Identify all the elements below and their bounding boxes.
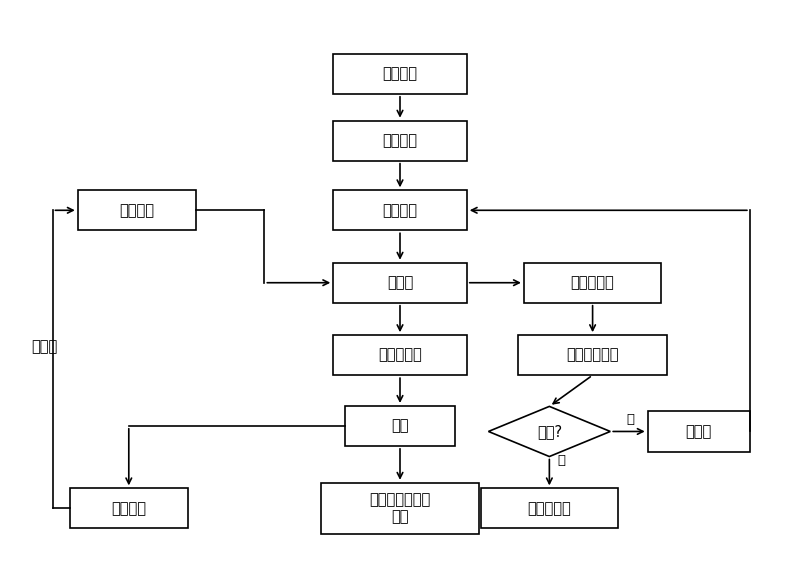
Bar: [333, 120, 467, 160]
Bar: [333, 263, 467, 303]
Text: 是: 是: [557, 455, 565, 468]
Bar: [648, 412, 750, 452]
Text: 回填再利用: 回填再利用: [527, 501, 571, 516]
Bar: [524, 263, 662, 303]
Text: 干净?: 干净?: [537, 424, 562, 439]
Text: 有机溶剂: 有机溶剂: [119, 203, 154, 218]
Polygon shape: [489, 407, 610, 457]
Text: 判断修复程度: 判断修复程度: [566, 348, 619, 363]
Text: 再处理: 再处理: [686, 424, 712, 439]
Text: 反应釜: 反应釜: [387, 275, 413, 290]
Text: 风干混匀: 风干混匀: [382, 133, 418, 148]
Bar: [481, 488, 618, 528]
Text: 浓缩污染物集中
处理: 浓缩污染物集中 处理: [370, 492, 430, 525]
Bar: [345, 406, 455, 446]
Bar: [333, 335, 467, 375]
Text: 溶剂提取液: 溶剂提取液: [378, 348, 422, 363]
Text: 蒸馏: 蒸馏: [391, 419, 409, 433]
Bar: [78, 190, 196, 230]
Text: 否: 否: [626, 413, 634, 426]
Text: 污染土壤: 污染土壤: [382, 66, 418, 81]
Bar: [70, 488, 188, 528]
Bar: [518, 335, 667, 375]
Text: 再利用: 再利用: [31, 339, 58, 354]
Text: 修复后十壤: 修复后十壤: [570, 275, 614, 290]
Text: 有机溶剂: 有机溶剂: [111, 501, 146, 516]
Bar: [322, 482, 478, 534]
Bar: [333, 54, 467, 94]
Bar: [333, 190, 467, 230]
Text: 磨碎过筛: 磨碎过筛: [382, 203, 418, 218]
